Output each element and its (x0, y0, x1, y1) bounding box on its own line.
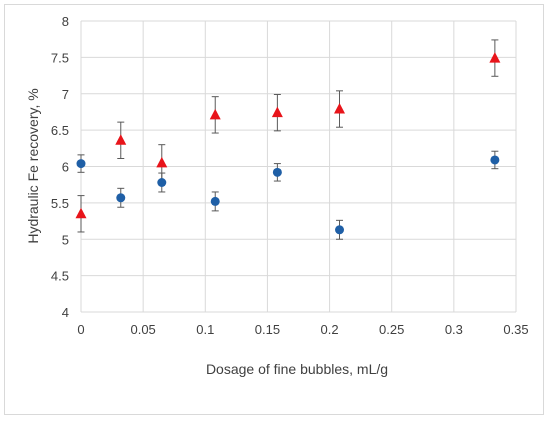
y-tick-label: 7 (62, 87, 69, 102)
x-tick-label: 0.05 (130, 322, 155, 337)
data-point-triangle (156, 156, 168, 168)
x-tick-label: 0.15 (255, 322, 280, 337)
y-tick-label: 7.5 (51, 50, 69, 65)
data-point-triangle (115, 134, 127, 145)
y-tick-label: 5 (62, 232, 69, 247)
data-point-triangle (209, 108, 221, 120)
data-point-triangle (489, 52, 501, 63)
y-tick-label: 8 (62, 14, 69, 29)
x-tick-label: 0.25 (379, 322, 404, 337)
y-tick-label: 5.5 (51, 196, 69, 211)
data-point-circle (116, 193, 126, 203)
y-tick-labels: 4 4.5 5 5.5 6 6.5 7 7.5 8 (51, 14, 69, 320)
grid-lines (80, 20, 517, 313)
data-point-circle (490, 155, 500, 165)
data-points (75, 52, 501, 235)
y-tick-label: 6.5 (51, 123, 69, 138)
x-tick-label: 0 (77, 322, 84, 337)
y-tick-label: 4.5 (51, 269, 69, 284)
y-tick-label: 6 (62, 160, 69, 175)
data-point-circle (272, 167, 282, 177)
data-point-triangle (334, 103, 346, 114)
x-tick-label: 0.2 (321, 322, 339, 337)
x-tick-label: 0.35 (503, 322, 528, 337)
data-point-circle (210, 196, 220, 206)
error-bars (77, 39, 499, 240)
x-tick-labels: 0 0.05 0.1 0.15 0.2 0.25 0.3 0.35 (77, 322, 528, 337)
x-tick-label: 0.1 (196, 322, 214, 337)
data-point-circle (335, 225, 345, 235)
data-point-triangle (75, 207, 87, 219)
y-axis-title: Hydraulic Fe recovery, % (25, 88, 41, 243)
x-tick-label: 0.3 (445, 322, 463, 337)
x-axis-title: Dosage of fine bubbles, mL/g (206, 361, 388, 377)
data-point-circle (76, 159, 86, 169)
data-point-circle (157, 178, 167, 188)
y-tick-label: 4 (62, 305, 69, 320)
data-point-triangle (271, 106, 283, 118)
